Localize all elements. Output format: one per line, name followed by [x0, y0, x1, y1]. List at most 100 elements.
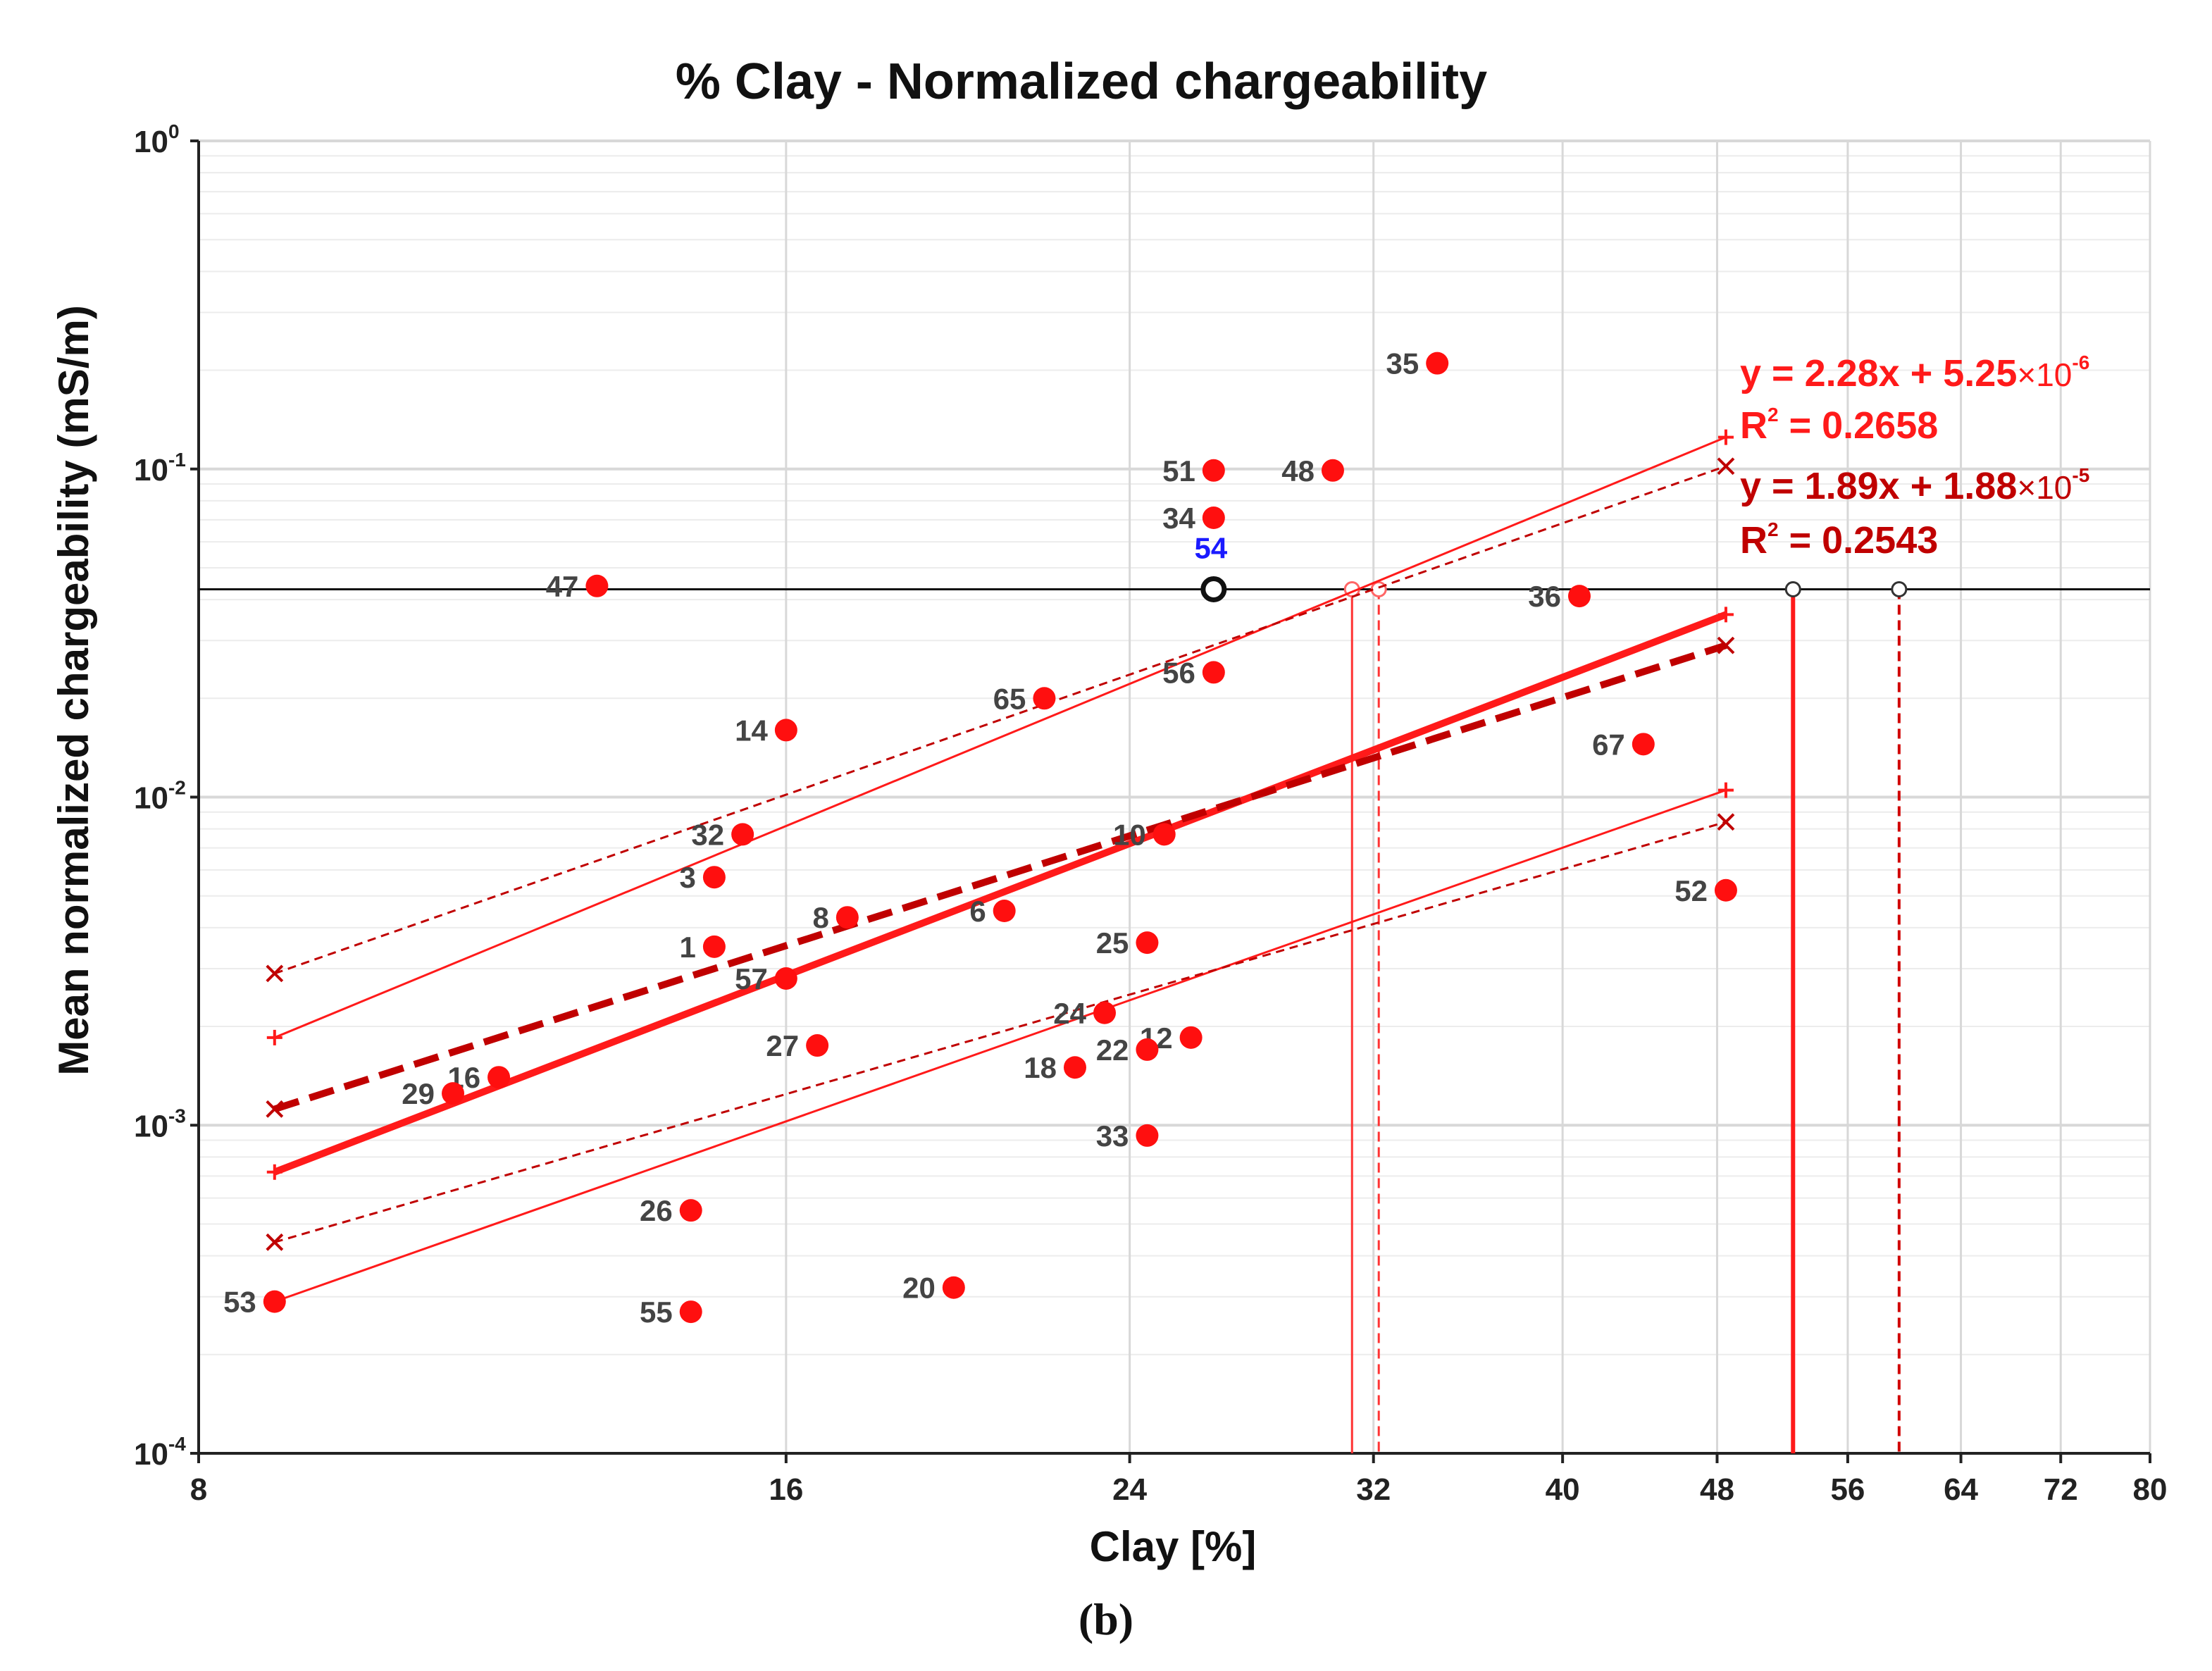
data-point — [774, 967, 797, 990]
data-point-label: 10 — [1113, 818, 1146, 851]
equation-2-exponent: -5 — [2072, 464, 2089, 486]
data-point — [1063, 1056, 1086, 1079]
data-point — [1426, 352, 1449, 375]
data-point-label: 20 — [902, 1272, 936, 1305]
equation-2-main: y = 1.89x + 1.88 — [1740, 465, 2017, 507]
x-axis-title: Clay [%] — [1090, 1523, 1257, 1570]
marker-fit2-upper — [1717, 457, 1735, 476]
line-fit2 — [273, 642, 1727, 1113]
data-point — [1136, 1124, 1159, 1147]
x-tick-label: 64 — [1944, 1472, 1978, 1507]
y-tick-label: 10-1 — [134, 449, 186, 487]
data-point — [1567, 585, 1591, 608]
equation-annotations: y = 2.28x + 5.25×10-6 R2 = 0.2658 y = 1.… — [1740, 352, 2089, 561]
data-point-label: 33 — [1096, 1119, 1129, 1153]
r-squared-1-value: = 0.2658 — [1779, 404, 1939, 447]
data-point-label: 51 — [1162, 454, 1195, 487]
data-point-label: 35 — [1386, 347, 1419, 380]
data-point-label: 47 — [546, 570, 579, 603]
data-point — [1093, 1001, 1117, 1024]
r-squared-2-sup: 2 — [1767, 518, 1779, 540]
marker-fit1-upper — [266, 1029, 282, 1045]
marker-fit2-upper — [266, 964, 284, 983]
equation-2-times: ×10 — [2017, 469, 2072, 506]
data-point — [731, 823, 754, 846]
data-point-label: 67 — [1592, 728, 1625, 761]
data-point-label: 14 — [735, 714, 768, 747]
y-tick-label: 10-4 — [134, 1433, 186, 1472]
data-point-label: 6 — [969, 895, 986, 928]
figure-caption: (b) — [1079, 1594, 1133, 1644]
data-point-label: 25 — [1096, 926, 1129, 959]
data-point — [679, 1300, 702, 1324]
data-point — [993, 900, 1016, 923]
data-point-label: 57 — [735, 962, 768, 995]
data-point-label: 53 — [223, 1286, 256, 1319]
data-point — [1714, 878, 1737, 902]
data-point — [942, 1276, 965, 1299]
data-point-label: 18 — [1024, 1051, 1057, 1084]
data-point — [774, 719, 797, 742]
equation-1-main: y = 2.28x + 5.25 — [1740, 352, 2017, 395]
marker-fit2-lower — [1717, 813, 1735, 831]
r-squared-1-label: R — [1740, 404, 1767, 447]
intersection-marker — [1891, 580, 1908, 597]
data-point — [1202, 661, 1225, 684]
line-fit1-lower — [274, 789, 1727, 1303]
data-point-label: 1 — [680, 931, 696, 964]
x-tick-label: 48 — [1700, 1472, 1734, 1507]
data-point-label: 36 — [1528, 580, 1561, 613]
data-point-label: 8 — [812, 901, 828, 934]
line-fit1 — [273, 611, 1727, 1176]
data-point-label: 27 — [766, 1029, 799, 1062]
marker-fit1 — [1717, 607, 1734, 623]
y-tick-label: 10-3 — [134, 1105, 186, 1143]
data-point-label: 29 — [402, 1077, 435, 1110]
marker-fit1-lower — [1717, 782, 1734, 798]
line-fit2-upper — [274, 465, 1727, 975]
equation-1-times: ×10 — [2017, 356, 2072, 393]
data-point — [1321, 459, 1344, 482]
marker-fit2 — [1717, 636, 1735, 654]
data-point-label: 48 — [1281, 454, 1315, 487]
data-point — [442, 1082, 465, 1105]
reference-point-label: 54 — [1194, 531, 1227, 564]
x-tick-label: 16 — [769, 1472, 803, 1507]
data-point — [487, 1066, 511, 1089]
line-fit2-lower — [274, 821, 1727, 1243]
reference-lines — [199, 580, 2150, 1453]
data-point-label: 32 — [691, 818, 724, 851]
data-point — [1136, 1038, 1159, 1061]
data-point-label: 24 — [1053, 997, 1086, 1030]
equation-1-exponent: -6 — [2072, 352, 2089, 373]
equation-2: y = 1.89x + 1.88×10-5 — [1740, 464, 2089, 507]
data-point-label: 22 — [1096, 1033, 1129, 1067]
data-point-label: 56 — [1162, 656, 1195, 689]
y-axis-title: Mean normalized chargeability (mS/m) — [50, 305, 97, 1076]
data-point — [702, 866, 726, 889]
data-point-label: 3 — [680, 861, 696, 894]
y-tick-label: 100 — [134, 120, 180, 159]
x-tick-label: 32 — [1356, 1472, 1391, 1507]
marker-fit2 — [266, 1100, 284, 1118]
data-point-label: 65 — [993, 682, 1026, 715]
r-squared-2-value: = 0.2543 — [1779, 519, 1939, 561]
chart-title: % Clay - Normalized chargeability — [676, 54, 1487, 110]
y-tick-label: 10-2 — [134, 777, 186, 816]
data-point-label: 34 — [1162, 502, 1195, 535]
marker-fit1 — [266, 1164, 282, 1180]
marker-fit1-upper — [1717, 429, 1734, 445]
data-point — [679, 1199, 702, 1222]
equation-1: y = 2.28x + 5.25×10-6 — [1740, 352, 2089, 395]
x-tick-label: 80 — [2133, 1472, 2168, 1507]
r-squared-1: R2 = 0.2658 — [1740, 404, 1938, 447]
data-point-label: 26 — [640, 1194, 673, 1227]
regression-lines — [266, 429, 1735, 1310]
x-tick-label: 72 — [2044, 1472, 2078, 1507]
x-tick-label: 24 — [1112, 1472, 1147, 1507]
data-point — [1202, 459, 1225, 482]
